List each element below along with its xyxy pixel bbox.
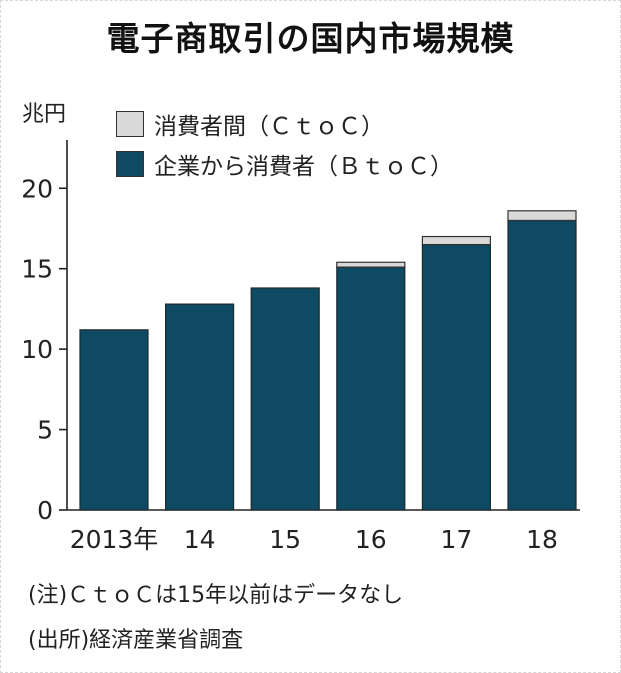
y-tick-label-4: 20 <box>21 174 53 203</box>
legend-label-b2c: 企業から消費者（ＢｔｏＣ） <box>154 154 453 180</box>
bar-b2c-1 <box>165 303 235 511</box>
bar-c2c-4 <box>421 235 491 246</box>
x-tick-label-2: 15 <box>269 525 301 554</box>
y-tick-label-1: 5 <box>37 416 53 445</box>
y-tick-label-2: 10 <box>21 335 53 364</box>
bar-b2c-2 <box>250 287 320 511</box>
legend-swatch-b2c <box>116 151 144 177</box>
chart-title: 電子商取引の国内市場規模 <box>106 19 515 58</box>
bar-c2c-5 <box>507 210 577 222</box>
bar-b2c-5 <box>507 219 577 511</box>
x-tick-label-0: 2013年 <box>70 525 159 554</box>
x-tick-label-5: 18 <box>526 525 558 554</box>
bar-c2c-3 <box>336 261 406 268</box>
x-tick-label-3: 16 <box>355 525 387 554</box>
chart-source: (出所)経済産業省調査 <box>28 628 244 653</box>
bar-b2c-4 <box>421 243 491 511</box>
y-tick-label-3: 15 <box>21 255 53 284</box>
chart-note: (注)ＣｔｏＣは15年以前はデータなし <box>28 583 404 608</box>
x-tick-label-1: 14 <box>184 525 216 554</box>
y-tick-label-0: 0 <box>37 496 53 525</box>
legend-label-c2c: 消費者間（ＣｔｏＣ） <box>154 114 384 140</box>
legend-swatch-c2c <box>116 111 144 137</box>
bar-b2c-3 <box>336 266 406 511</box>
bar-b2c-0 <box>79 329 149 511</box>
x-tick-label-4: 17 <box>440 525 472 554</box>
y-axis-unit: 兆円 <box>22 102 67 127</box>
legend-item-c2c: 消費者間（ＣｔｏＣ） <box>116 104 453 144</box>
legend-item-b2c: 企業から消費者（ＢｔｏＣ） <box>116 144 453 184</box>
legend: 消費者間（ＣｔｏＣ） 企業から消費者（ＢｔｏＣ） <box>116 104 453 184</box>
